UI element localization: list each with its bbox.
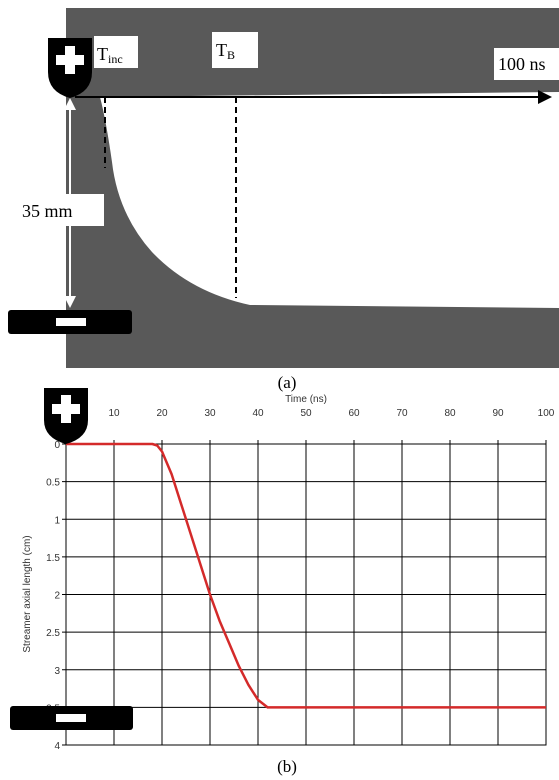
label-box	[94, 36, 138, 68]
arrow-head	[64, 98, 76, 110]
y-tick-label: 3	[54, 666, 60, 677]
label-sub: B	[227, 48, 235, 62]
minus-sign	[56, 714, 86, 722]
y-tick-label: 4	[54, 741, 60, 752]
y-axis-title: Streamer axial length (cm)	[22, 535, 33, 652]
y-tick-label: 1.5	[46, 553, 60, 564]
y-tick-label: 0	[54, 440, 60, 451]
caption: (b)	[277, 757, 297, 776]
chart: Time (ns) Streamer axial length (cm) 10 2…	[22, 394, 555, 752]
x-tick-label: 90	[492, 408, 504, 419]
x-tick-label: 70	[396, 408, 408, 419]
x-tick-label: 20	[156, 408, 168, 419]
y-tick-label: 2.5	[46, 628, 60, 639]
x-tick-label: 30	[204, 408, 216, 419]
label-box	[16, 194, 104, 226]
x-tick-label: 100	[538, 408, 555, 419]
minus-sign	[56, 318, 86, 326]
electrodes	[10, 388, 133, 730]
y-tick-label: 1	[54, 515, 60, 526]
arrow-head	[538, 90, 552, 104]
plus-sign	[56, 55, 84, 65]
arrow-head	[64, 296, 76, 308]
gap-label: 35 mm	[22, 201, 73, 221]
x-tick-label: 10	[108, 408, 120, 419]
label-sub: inc	[108, 52, 123, 66]
label-main: T	[97, 44, 108, 64]
label-main: T	[216, 40, 227, 60]
x-tick-label: 80	[444, 408, 456, 419]
caption: (a)	[278, 373, 297, 392]
streak-image: Tinc TB 100 ns 35 mm	[8, 8, 559, 368]
data-line	[66, 442, 546, 709]
label-box	[212, 32, 258, 68]
x-tick-label: 40	[252, 408, 264, 419]
label-box	[494, 48, 559, 80]
discharge-region	[100, 92, 559, 308]
t-inc-label: Tinc	[97, 44, 123, 66]
y-tick-label: 0.5	[46, 478, 60, 489]
x-tick-label: 60	[348, 408, 360, 419]
y-tick-label: 2	[54, 591, 60, 602]
t-b-label: TB	[216, 40, 235, 62]
plus-sign	[52, 404, 80, 414]
x-tick-label: 50	[300, 408, 312, 419]
time-span-label: 100 ns	[498, 54, 546, 74]
x-axis-title: Time (ns)	[285, 394, 327, 405]
